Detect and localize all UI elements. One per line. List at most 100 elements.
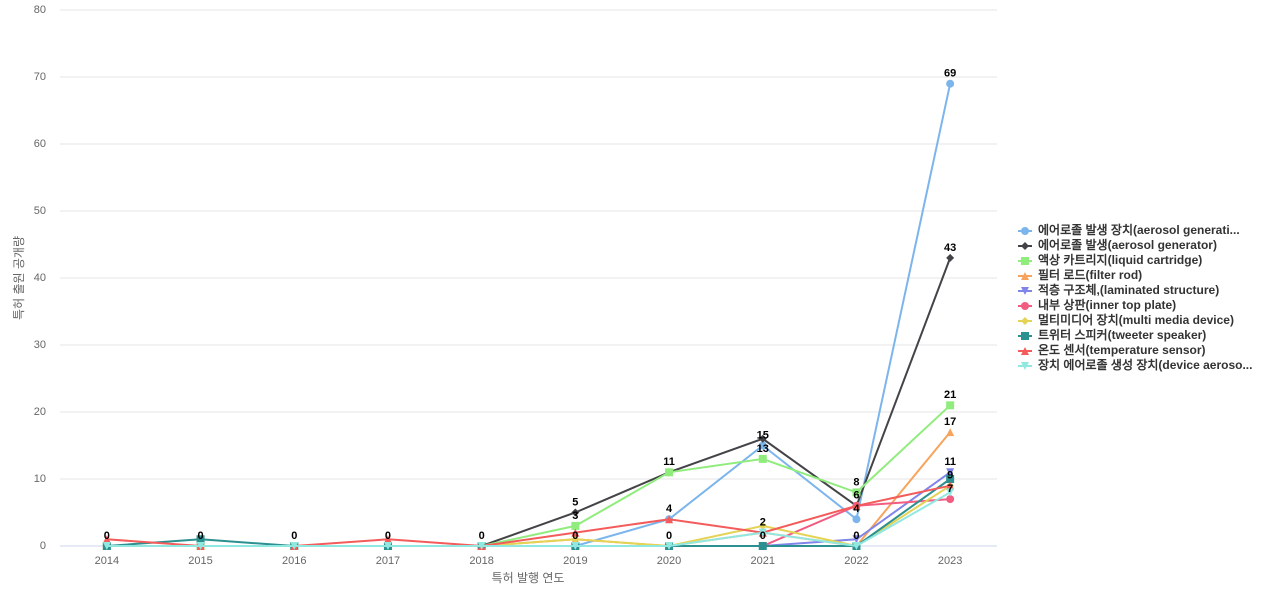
data-label: 11 — [663, 456, 675, 468]
data-label: 0 — [197, 530, 203, 542]
legend-symbol — [1021, 332, 1029, 340]
data-label: 6 — [853, 490, 859, 502]
legend-item[interactable]: 적층 구조체,(laminated structure) — [1018, 282, 1219, 297]
x-tick-label: 2014 — [95, 555, 119, 567]
y-tick-label: 30 — [34, 339, 46, 351]
y-tick-label: 80 — [34, 4, 46, 16]
x-tick-label: 2023 — [938, 555, 962, 567]
legend-item[interactable]: 필터 로드(filter rod) — [1018, 267, 1142, 282]
legend-label: 적층 구조체,(laminated structure) — [1038, 282, 1219, 297]
point — [571, 508, 580, 517]
legend-symbol — [1021, 227, 1029, 235]
point — [758, 454, 767, 463]
x-tick-label: 2015 — [188, 555, 212, 567]
point — [383, 535, 392, 544]
data-label: 43 — [944, 242, 956, 254]
y-axis-title: 특허 출원 공개량 — [12, 236, 26, 320]
point — [758, 521, 767, 530]
data-label: 17 — [944, 416, 956, 428]
legend-label: 온도 센서(temperature sensor) — [1038, 342, 1206, 357]
point — [946, 428, 955, 437]
y-tick-label: 20 — [34, 406, 46, 418]
legend-symbol — [1021, 257, 1029, 265]
point — [758, 441, 767, 450]
x-tick-label: 2022 — [844, 555, 868, 567]
legend-item[interactable]: 에어로졸 발생(aerosol generator) — [1018, 237, 1217, 252]
legend-label: 트위터 스피커(tweeter speaker) — [1038, 327, 1206, 342]
point — [383, 542, 392, 550]
y-tick-label: 40 — [34, 272, 46, 284]
data-label: 0 — [479, 530, 485, 542]
series-line — [106, 257, 952, 547]
legend-symbol — [1021, 317, 1029, 325]
point — [946, 253, 955, 262]
legend-label: 장치 에어로졸 생성 장치(device aeroso... — [1038, 357, 1252, 372]
legend-label: 에어로졸 발생 장치(aerosol generati... — [1038, 222, 1240, 237]
legend-item[interactable]: 에어로졸 발생 장치(aerosol generati... — [1018, 222, 1240, 237]
data-label: 0 — [104, 530, 110, 542]
y-tick-label: 0 — [40, 540, 46, 552]
point — [290, 542, 299, 550]
legend-symbol — [1021, 242, 1029, 250]
point — [758, 528, 767, 537]
legend-item[interactable]: 온도 센서(temperature sensor) — [1018, 342, 1206, 357]
point — [196, 535, 205, 544]
legend-label: 필터 로드(filter rod) — [1038, 267, 1142, 282]
x-axis-title: 특허 발행 연도 — [492, 570, 565, 585]
legend-item[interactable]: 장치 에어로졸 생성 장치(device aeroso... — [1018, 357, 1252, 372]
legend-label: 에어로졸 발생(aerosol generator) — [1038, 237, 1217, 252]
legend-symbol — [1021, 272, 1029, 280]
legend-item[interactable]: 멀티미디어 장치(multi media device) — [1018, 312, 1234, 327]
data-label: 7 — [947, 483, 953, 495]
point — [571, 535, 580, 544]
data-label: 5 — [572, 496, 578, 508]
data-label: 15 — [757, 429, 769, 441]
y-tick-label: 50 — [34, 205, 46, 217]
point — [102, 542, 111, 550]
data-label: 0 — [572, 530, 578, 542]
point — [477, 542, 486, 550]
point — [852, 488, 861, 497]
point — [665, 542, 674, 550]
point — [946, 475, 955, 483]
data-label: 21 — [944, 389, 956, 401]
point — [852, 515, 861, 524]
data-label: 4 — [853, 503, 860, 515]
y-tick-label: 10 — [34, 473, 46, 485]
x-tick-label: 2016 — [282, 555, 306, 567]
point — [665, 468, 674, 477]
data-label: 69 — [944, 68, 956, 80]
point — [946, 481, 955, 490]
point — [852, 535, 861, 544]
data-label: 4 — [666, 503, 673, 515]
data-label: 3 — [572, 510, 578, 522]
legend-item[interactable]: 트위터 스피커(tweeter speaker) — [1018, 327, 1206, 342]
point — [571, 542, 580, 550]
point — [946, 79, 955, 88]
point — [571, 528, 580, 537]
point — [665, 515, 674, 524]
data-label: 13 — [757, 443, 769, 455]
data-label: 11 — [944, 456, 956, 468]
legend-item[interactable]: 액상 카트리지(liquid cartridge) — [1018, 252, 1202, 267]
legend-item[interactable]: 내부 상판(inner top plate) — [1018, 297, 1176, 312]
point — [946, 495, 955, 504]
legend-symbol — [1021, 362, 1029, 370]
x-tick-label: 2020 — [657, 555, 681, 567]
legend-symbol — [1021, 347, 1029, 355]
legend-label: 멀티미디어 장치(multi media device) — [1038, 312, 1234, 327]
point — [852, 542, 861, 550]
y-tick-label: 70 — [34, 71, 46, 83]
point — [571, 521, 580, 530]
y-tick-label: 60 — [34, 138, 46, 150]
data-label: 2 — [760, 517, 766, 529]
point — [946, 488, 955, 497]
point — [852, 501, 861, 510]
data-label: 0 — [760, 530, 766, 542]
x-tick-label: 2019 — [563, 555, 587, 567]
x-tick-label: 2018 — [469, 555, 493, 567]
data-label: 8 — [853, 476, 859, 488]
legend-symbol — [1021, 287, 1029, 295]
point — [758, 542, 767, 550]
